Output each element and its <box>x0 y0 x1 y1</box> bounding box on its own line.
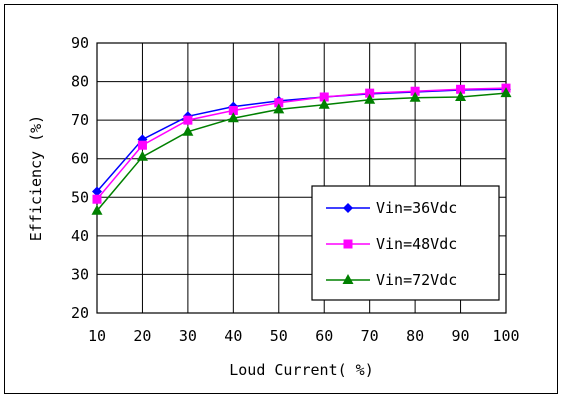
legend-item: Vin=36Vdc <box>326 199 457 217</box>
data-point <box>92 194 102 204</box>
data-point <box>92 186 102 197</box>
efficiency-chart: 20 30 40 50 60 70 80 90 10 20 30 40 50 60 70 80 90 100 Vi… <box>27 34 520 379</box>
y-tick-label: 30 <box>71 265 89 283</box>
x-tick-label: 40 <box>224 327 242 345</box>
x-tick-label: 80 <box>406 327 424 345</box>
y-tick-label: 60 <box>71 150 89 168</box>
x-axis-title: Loud Current( %) <box>229 361 374 379</box>
data-point <box>91 204 103 215</box>
series-layer <box>91 83 512 215</box>
data-point <box>456 84 466 94</box>
x-tick-label: 50 <box>270 327 288 345</box>
data-point <box>319 92 329 102</box>
x-tick-label: 90 <box>452 327 470 345</box>
y-tick-label: 50 <box>71 188 89 206</box>
series-line <box>96 87 507 200</box>
x-tick-label: 30 <box>179 327 197 345</box>
data-point <box>182 125 194 136</box>
data-point <box>455 91 467 101</box>
legend-marker <box>342 274 354 284</box>
y-tick-label: 90 <box>71 34 89 52</box>
legend-label: Vin=48Vdc <box>376 235 457 253</box>
data-point <box>227 112 239 123</box>
plot-border <box>96 42 507 314</box>
data-point <box>365 88 375 98</box>
x-tick-label: 70 <box>361 327 379 345</box>
data-point <box>136 150 148 161</box>
data-point <box>183 115 193 125</box>
series-line <box>96 92 507 212</box>
data-point <box>500 87 512 98</box>
legend-marker <box>343 203 353 213</box>
data-point <box>364 93 376 104</box>
data-point <box>409 91 421 102</box>
data-point <box>274 98 284 108</box>
legend: Vin=36Vdc Vin=48Vdc Vin=72Vdc <box>311 185 500 301</box>
legend-label: Vin=36Vdc <box>376 199 457 217</box>
x-tick-label: 10 <box>88 327 106 345</box>
legend-item: Vin=48Vdc <box>326 235 457 253</box>
axes: 20 30 40 50 60 70 80 90 10 20 30 40 50 60 70 80 90 100 <box>71 34 520 345</box>
data-point <box>318 98 330 109</box>
legend-marker <box>343 239 353 249</box>
x-tick-label: 100 <box>492 327 519 345</box>
data-point <box>137 140 147 150</box>
data-point <box>228 106 238 115</box>
x-tick-label: 60 <box>315 327 333 345</box>
y-tick-label: 70 <box>71 111 89 129</box>
y-tick-label: 80 <box>71 73 89 91</box>
y-axis-title: Efficiency (%) <box>27 115 45 241</box>
y-tick-label: 20 <box>71 304 89 322</box>
series-vin-36vdc <box>92 84 511 197</box>
data-point <box>410 86 420 96</box>
series-line <box>96 88 507 192</box>
data-point <box>273 103 285 114</box>
x-tick-label: 20 <box>133 327 151 345</box>
legend-label: Vin=72Vdc <box>376 271 457 289</box>
legend-item: Vin=72Vdc <box>326 271 457 289</box>
series-vin-72vdc <box>91 87 512 215</box>
legend-box <box>311 185 500 301</box>
y-tick-label: 40 <box>71 227 89 245</box>
chart-frame: 20 30 40 50 60 70 80 90 10 20 30 40 50 60 70 80 90 100 Vi… <box>4 4 558 394</box>
